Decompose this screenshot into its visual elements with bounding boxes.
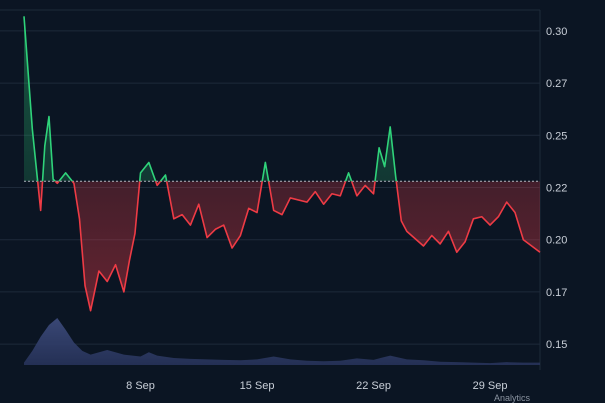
volume-path [24,318,540,365]
y-tick-label: 0.15 [546,339,567,351]
price-line-below [36,181,541,312]
price-fill [24,16,540,311]
brand-logo-text: Analytics [494,393,531,403]
y-tick-label: 0.17 [546,287,567,299]
y-tick-label: 0.22 [546,183,567,195]
y-tick-label: 0.30 [546,26,567,38]
below-baseline-fill [37,181,540,311]
x-tick-label: 22 Sep [356,380,391,392]
price-line [23,16,541,312]
volume-area [24,318,540,365]
y-tick-label: 0.27 [546,78,567,90]
y-tick-label: 0.20 [546,235,567,247]
x-tick-label: 29 Sep [473,380,508,392]
y-tick-label: 0.25 [546,130,567,142]
x-tick-label: 8 Sep [126,380,155,392]
x-tick-label: 15 Sep [240,380,275,392]
price-line-above [23,16,398,182]
y-axis: 0.30 0.27 0.25 0.22 0.20 0.17 0.15 [546,26,567,351]
x-axis: 8 Sep 15 Sep 22 Sep 29 Sep [126,380,507,392]
